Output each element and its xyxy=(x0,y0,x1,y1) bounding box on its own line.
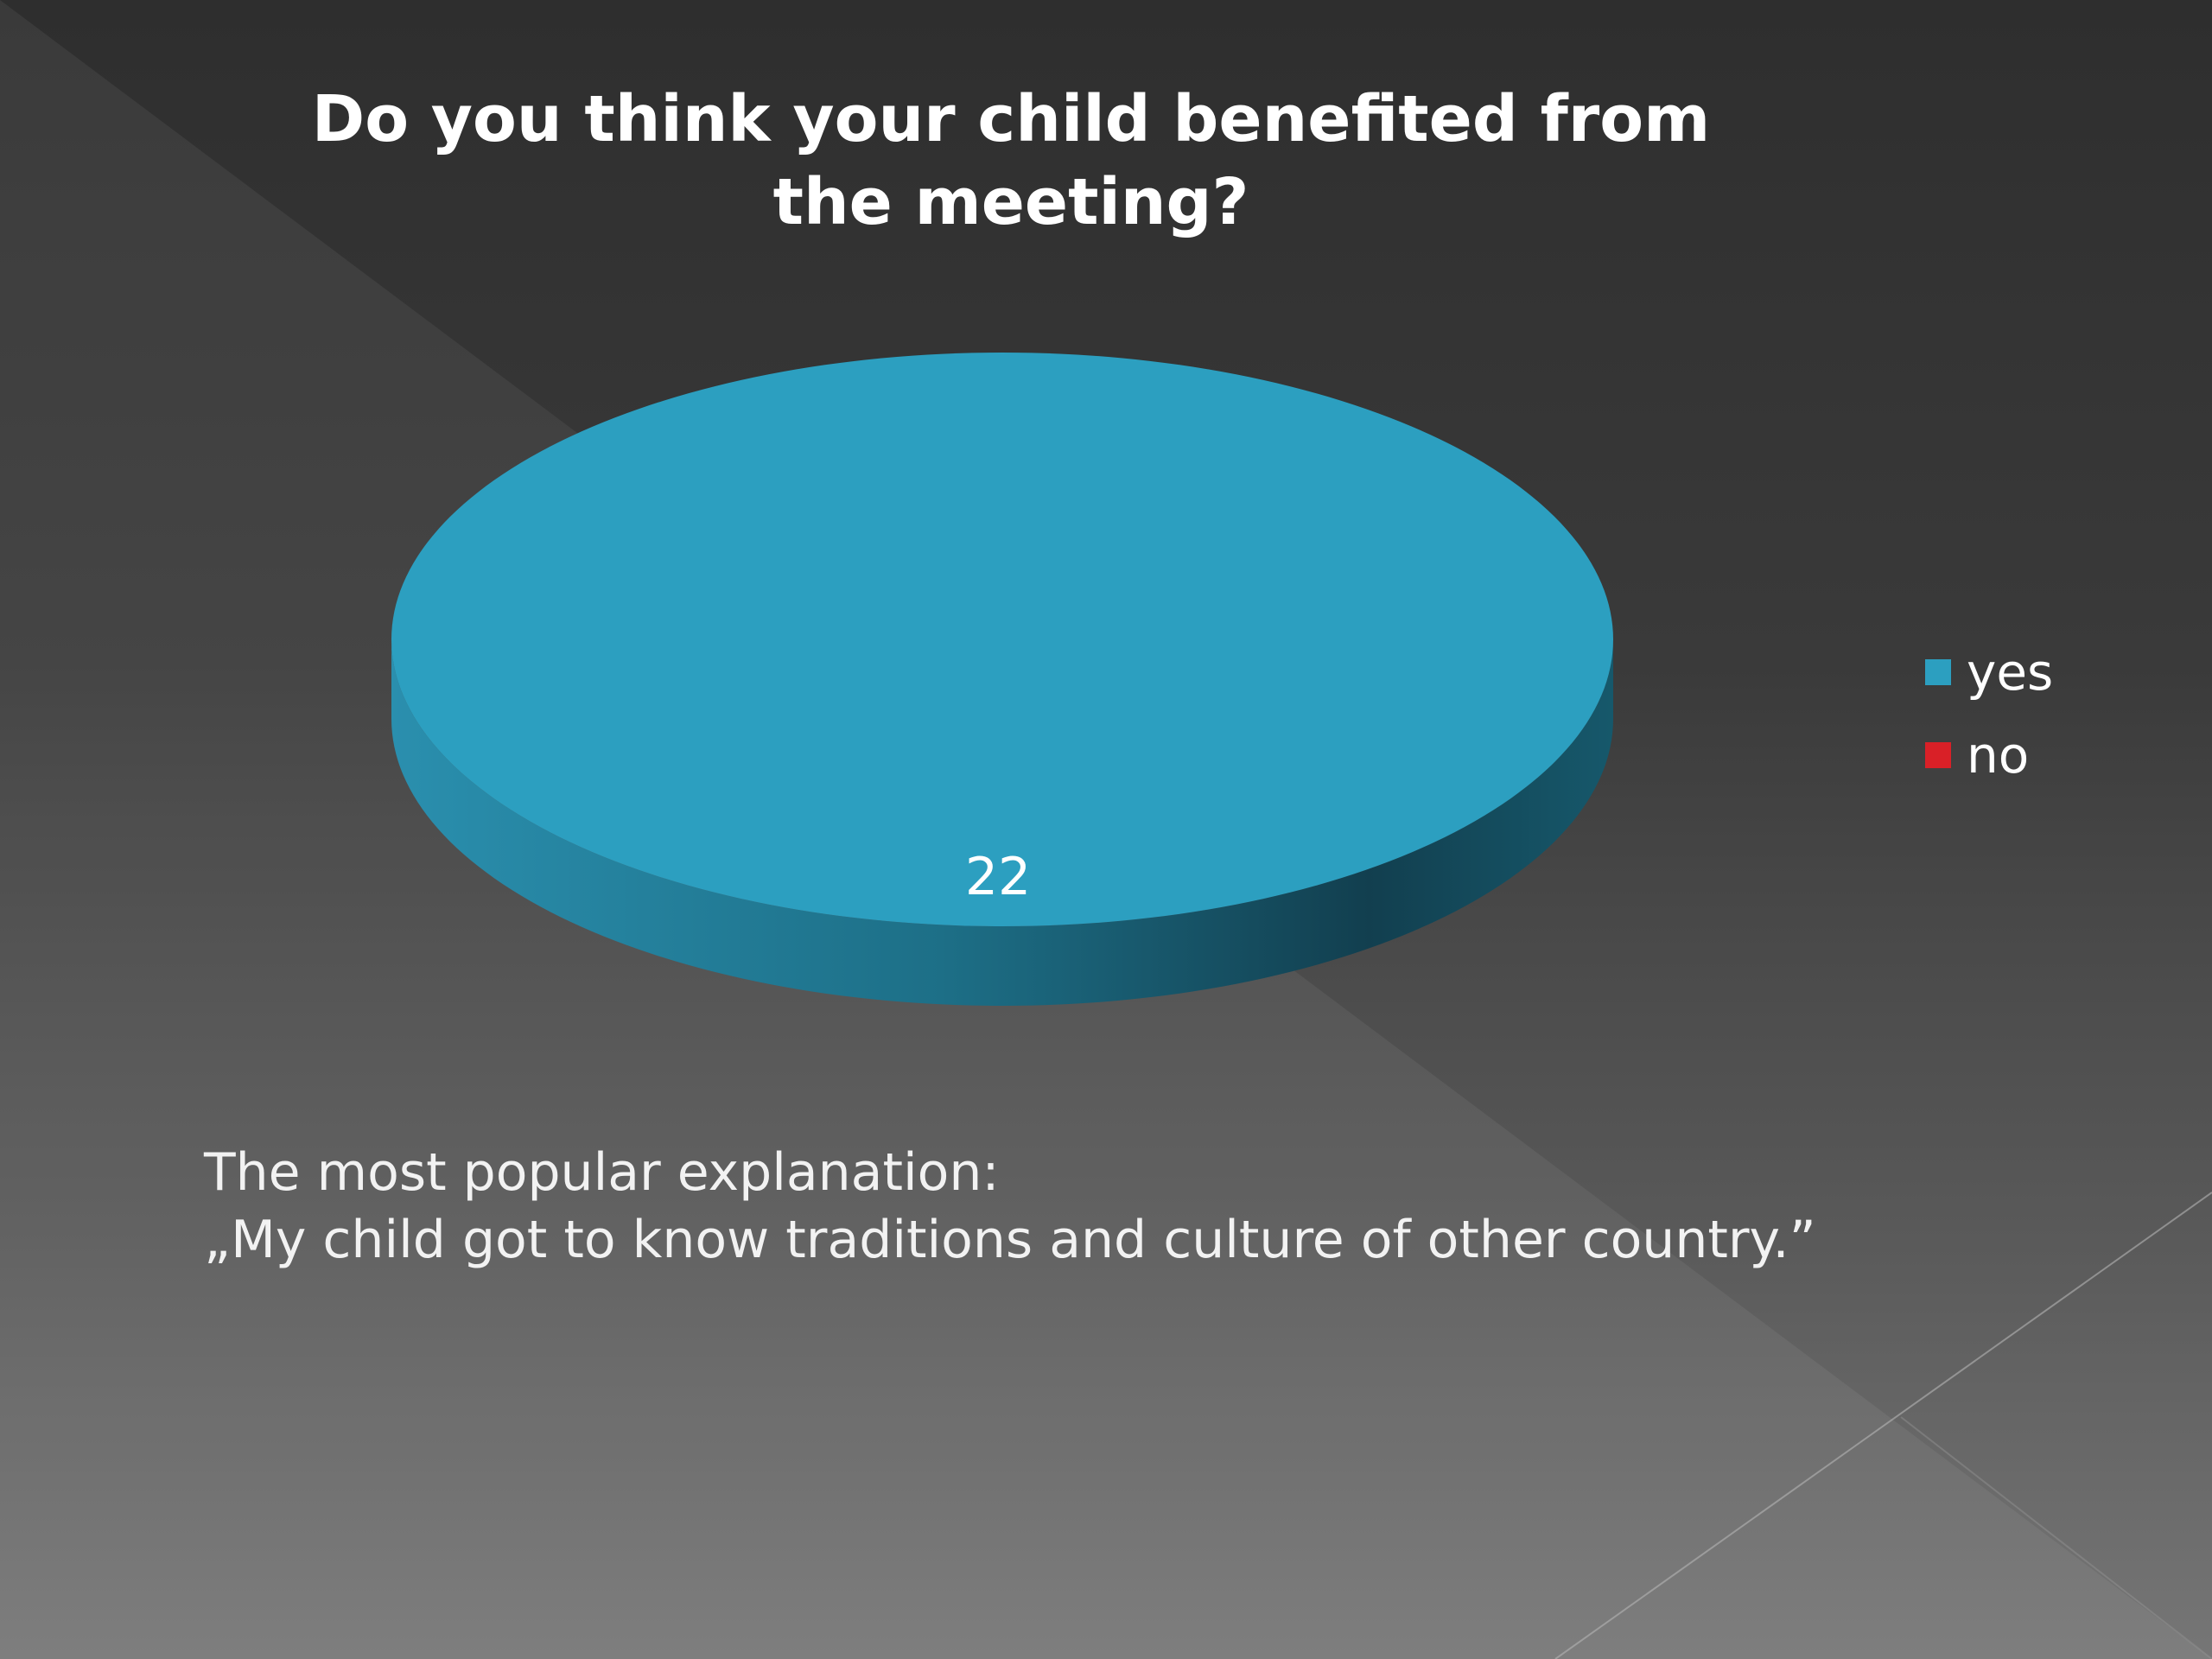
legend-label-no: no xyxy=(1967,726,2030,785)
legend: yes no xyxy=(1925,631,2053,797)
chart-title: Do you think your child benefited from t… xyxy=(311,82,1711,239)
legend-item-no: no xyxy=(1925,714,2053,797)
explanation-note: The most popular explanation: „My child … xyxy=(204,1139,1816,1274)
background-line xyxy=(1554,1192,2212,1659)
pie-side-wall xyxy=(391,639,1613,1006)
legend-swatch-yes xyxy=(1925,659,1951,685)
legend-swatch-no xyxy=(1925,742,1951,768)
note-heading: The most popular explanation: xyxy=(204,1142,1000,1203)
pie-slice-yes xyxy=(391,353,1613,926)
background-line xyxy=(1900,1416,2212,1659)
legend-label-yes: yes xyxy=(1967,643,2054,702)
legend-item-yes: yes xyxy=(1925,631,2053,714)
note-quote: „My child got to know traditions and cul… xyxy=(204,1210,1816,1270)
data-label-yes: 22 xyxy=(964,847,1032,907)
